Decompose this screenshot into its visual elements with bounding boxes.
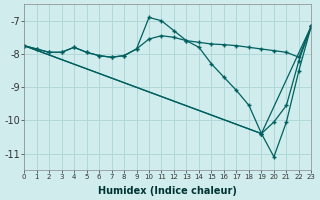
- X-axis label: Humidex (Indice chaleur): Humidex (Indice chaleur): [98, 186, 237, 196]
